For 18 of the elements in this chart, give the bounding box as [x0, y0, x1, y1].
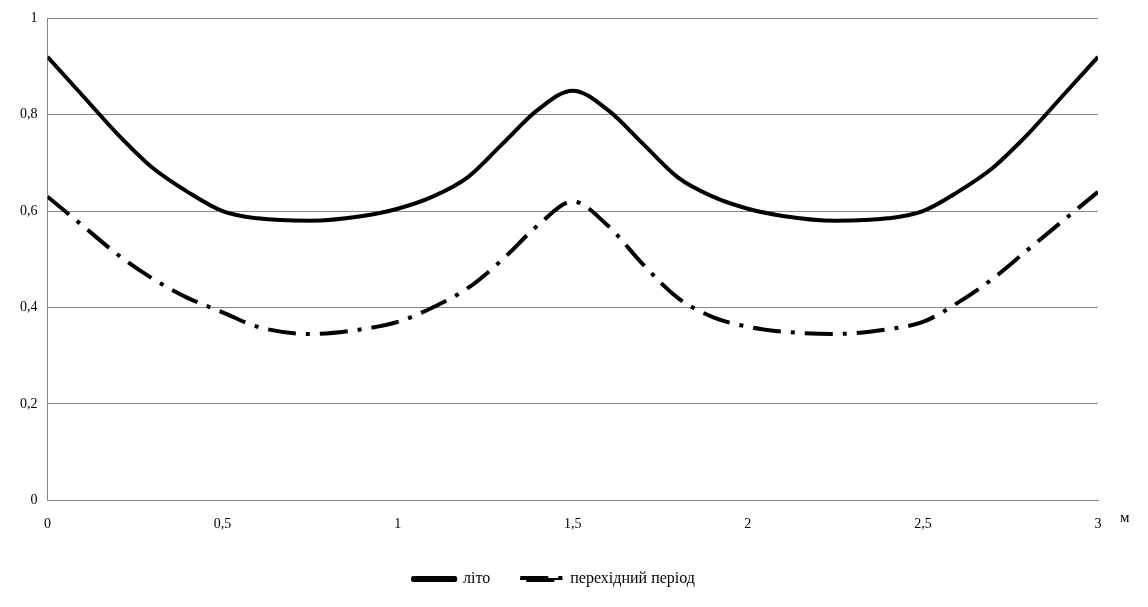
legend-label: перехідний період — [570, 569, 695, 588]
x-tick-label: 1,5 — [564, 516, 582, 532]
line-series — [47, 189, 1098, 336]
x-tick-label: 3 — [1094, 516, 1102, 532]
y-tick-label: 1 — [30, 10, 38, 26]
legend-label: літо — [463, 569, 491, 587]
x-axis-title: м — [1120, 508, 1130, 525]
line-series — [47, 54, 1098, 223]
x-tick-label: 0 — [44, 516, 51, 532]
y-tick-label: 0,4 — [20, 299, 38, 315]
x-tick-label: 2,5 — [914, 516, 932, 532]
y-tick-label: 0,2 — [20, 395, 38, 411]
x-tick-label: 0,5 — [213, 516, 232, 532]
x-tick-label: 1 — [394, 516, 402, 532]
y-tick-label: 0,6 — [20, 202, 38, 218]
y-tick-label: 0 — [30, 491, 38, 507]
x-tick-label: 2 — [744, 516, 752, 532]
y-tick-label: 0,8 — [20, 106, 38, 122]
